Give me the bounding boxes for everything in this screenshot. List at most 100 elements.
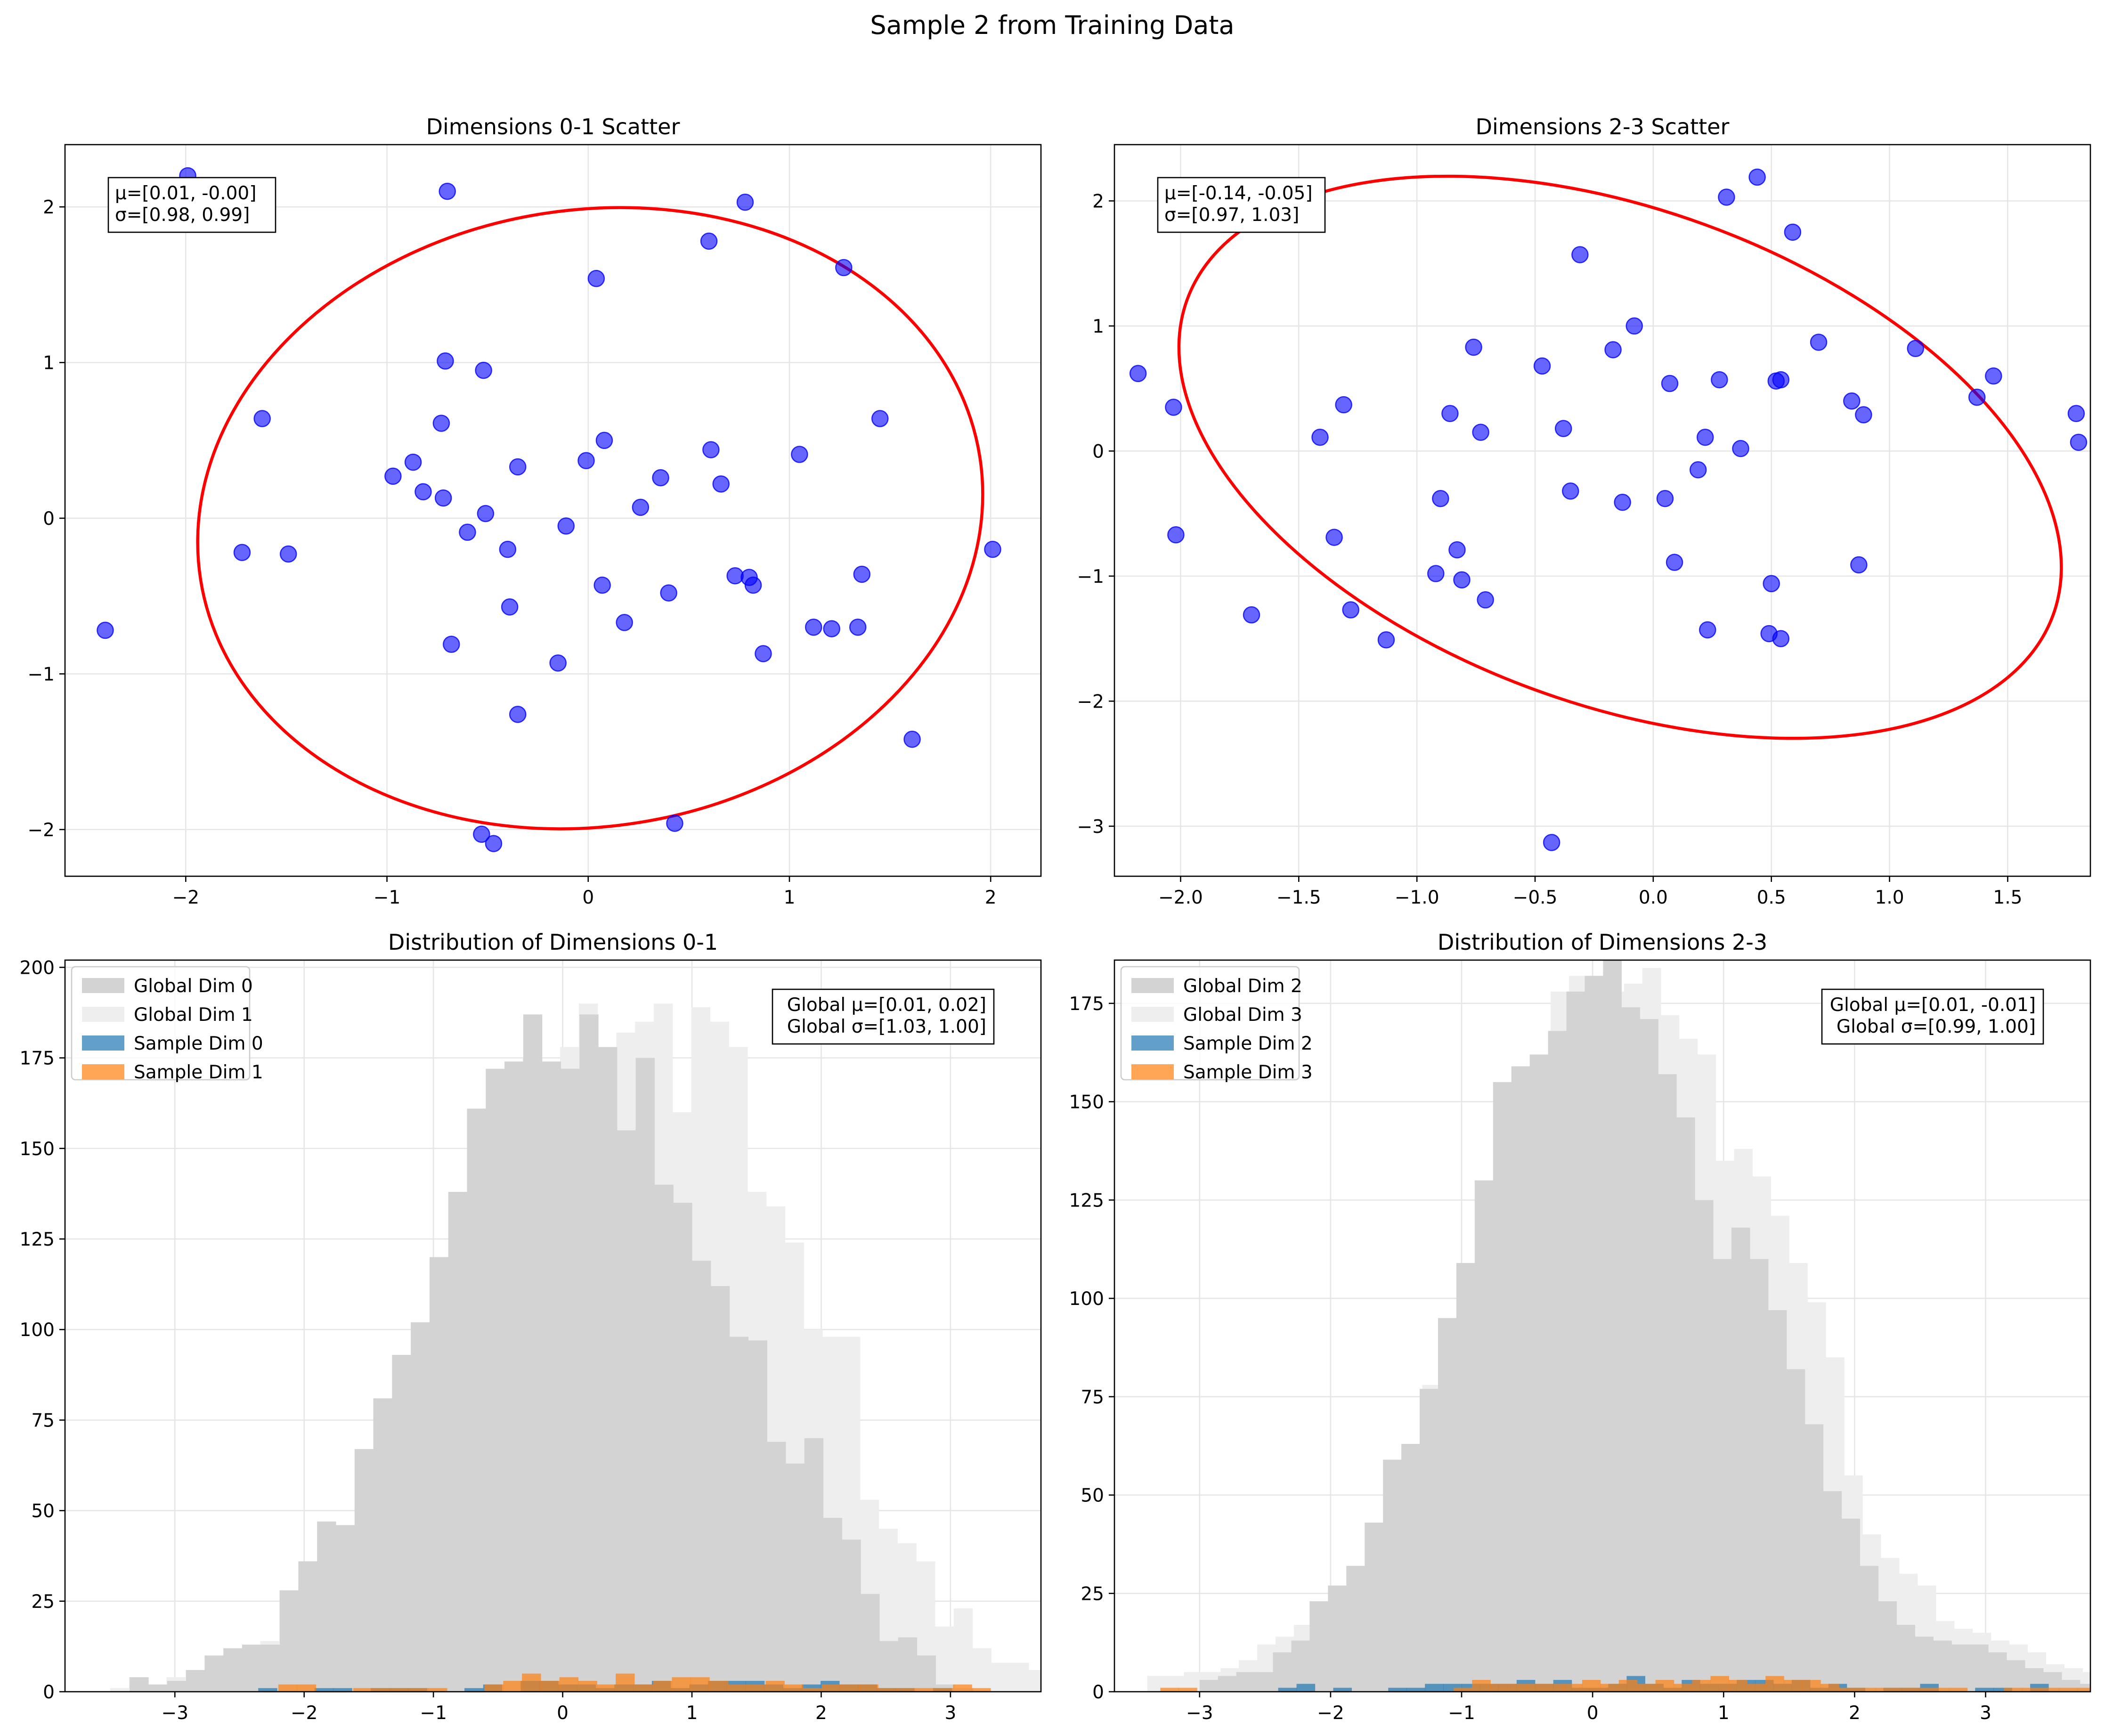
scatter-point-2-21 bbox=[1571, 246, 1589, 263]
histogram-bar-3-3-24 bbox=[728, 1684, 748, 1692]
scatter-point-1-20 bbox=[509, 706, 527, 723]
histogram-bar-3-3-37 bbox=[972, 1688, 991, 1692]
histogram-bar-3-1-39 bbox=[861, 1594, 880, 1692]
scatter-point-1-13 bbox=[459, 523, 476, 541]
histogram-bar-3-3-17 bbox=[597, 1684, 616, 1692]
x-tick-label-2-7: 1.5 bbox=[1993, 887, 2022, 908]
y-tick-label-2-3: 0 bbox=[1092, 441, 1104, 462]
histogram-bar-4-3-38 bbox=[1857, 1687, 1876, 1692]
scatter-point-1-22 bbox=[549, 654, 567, 672]
histogram-bar-3-3-23 bbox=[709, 1680, 729, 1692]
scatter-point-1-15 bbox=[475, 361, 492, 379]
histogram-bar-4-1-41 bbox=[1951, 1644, 1970, 1692]
histogram-bar-4-3-40 bbox=[1894, 1687, 1913, 1692]
histogram-bar-4-1-32 bbox=[1786, 1369, 1805, 1692]
histogram-bar-3-1-1 bbox=[148, 1684, 168, 1692]
y-tick-label-2-1: −2 bbox=[1077, 691, 1105, 712]
histogram-bar-4-1-20 bbox=[1566, 991, 1585, 1692]
subplot-title-4: Distribution of Dimensions 2-3 bbox=[1438, 929, 1767, 955]
histogram-bar-3-1-27 bbox=[635, 1058, 655, 1692]
histogram-bar-4-1-2 bbox=[1236, 1672, 1255, 1692]
histogram-bar-3-2-4 bbox=[314, 1688, 334, 1692]
scatter-point-2-6 bbox=[1335, 396, 1352, 414]
histogram-bar-4-3-41 bbox=[1912, 1687, 1931, 1692]
histogram-bar-3-0-0 bbox=[110, 1688, 130, 1692]
scatter-point-2-19 bbox=[1554, 420, 1572, 437]
y-tick-label-3-8: 200 bbox=[20, 957, 55, 978]
plot-frame-2 bbox=[1113, 144, 2091, 877]
histogram-bar-3-1-8 bbox=[279, 1590, 299, 1692]
y-tick-label-2-2: −1 bbox=[1077, 566, 1105, 587]
histogram-bar-3-1-13 bbox=[373, 1398, 392, 1692]
histogram-bar-3-1-28 bbox=[654, 1184, 674, 1692]
scatter-point-1-12 bbox=[443, 636, 460, 653]
histogram-bar-3-1-9 bbox=[298, 1561, 317, 1692]
histogram-bar-3-3-15 bbox=[559, 1677, 579, 1692]
scatter-point-1-4 bbox=[279, 545, 297, 563]
histogram-bar-3-1-11 bbox=[335, 1525, 355, 1692]
histogram-bar-3-1-32 bbox=[729, 1337, 748, 1692]
scatter-point-1-33 bbox=[700, 232, 718, 250]
histogram-bar-3-1-22 bbox=[542, 1061, 561, 1692]
x-tick-label-3-6: 3 bbox=[944, 1703, 956, 1724]
scatter-point-2-0 bbox=[1129, 365, 1147, 383]
stats-text-3-0: Global μ=[0.01, 0.02] bbox=[787, 994, 986, 1016]
histogram-bar-4-1-44 bbox=[2007, 1660, 2025, 1692]
legend-label-3-3: Sample Dim 1 bbox=[134, 1062, 263, 1083]
scatter-point-1-6 bbox=[404, 453, 422, 471]
histogram-bar-4-1-9 bbox=[1365, 1522, 1383, 1692]
scatter-point-1-37 bbox=[736, 194, 754, 211]
y-tick-label-1-1: −1 bbox=[28, 664, 55, 685]
scatter-point-2-12 bbox=[1448, 541, 1466, 559]
histogram-bar-3-3-12 bbox=[503, 1680, 522, 1692]
y-tick-label-2-5: 2 bbox=[1092, 191, 1104, 212]
legend-label-4-0: Global Dim 2 bbox=[1183, 976, 1302, 997]
scatter-point-2-24 bbox=[1625, 317, 1643, 335]
stats-text-1-1: σ=[0.98, 0.99] bbox=[115, 204, 250, 226]
scatter-point-1-30 bbox=[652, 469, 669, 487]
histogram-bar-3-3-22 bbox=[691, 1677, 710, 1692]
histogram-bar-3-1-26 bbox=[617, 1130, 636, 1692]
scatter-point-2-49 bbox=[2070, 433, 2088, 451]
x-tick-label-4-3: 0 bbox=[1587, 1703, 1599, 1724]
histogram-bar-3-1-10 bbox=[317, 1521, 336, 1692]
scatter-point-1-0 bbox=[97, 621, 114, 639]
scatter-point-2-13 bbox=[1453, 571, 1471, 589]
histogram-bar-3-0-47 bbox=[991, 1663, 1010, 1692]
histogram-bar-3-3-0 bbox=[278, 1684, 298, 1692]
scatter-point-2-23 bbox=[1614, 493, 1631, 511]
histogram-bar-3-0-48 bbox=[1010, 1663, 1029, 1692]
scatter-point-2-10 bbox=[1432, 490, 1449, 507]
scatter-point-2-40 bbox=[1784, 223, 1802, 241]
histogram-bar-3-3-26 bbox=[765, 1680, 785, 1692]
scatter-point-1-2 bbox=[233, 544, 251, 561]
y-tick-label-4-2: 50 bbox=[1081, 1485, 1104, 1507]
scatter-point-1-48 bbox=[903, 730, 921, 748]
scatter-point-1-9 bbox=[434, 489, 452, 507]
histogram-bar-3-1-34 bbox=[767, 1442, 786, 1692]
histogram-bar-4-1-18 bbox=[1529, 1054, 1549, 1692]
y-tick-label-2-0: −3 bbox=[1077, 816, 1105, 838]
scatter-point-2-41 bbox=[1810, 334, 1828, 351]
scatter-point-2-11 bbox=[1441, 405, 1459, 423]
stats-text-1-0: μ=[0.01, -0.00] bbox=[115, 183, 256, 204]
scatter-point-2-30 bbox=[1699, 621, 1716, 639]
histogram-bar-4-1-22 bbox=[1603, 960, 1622, 1692]
legend-swatch-3-3 bbox=[82, 1064, 124, 1079]
subplot-title-3: Distribution of Dimensions 0-1 bbox=[388, 929, 718, 955]
histogram-bar-4-1-39 bbox=[1915, 1637, 1934, 1692]
x-tick-label-2-4: 0.0 bbox=[1639, 887, 1668, 908]
histogram-bar-4-3-32 bbox=[1747, 1684, 1766, 1692]
x-tick-label-3-2: −1 bbox=[420, 1703, 447, 1724]
histogram-bar-4-3-22 bbox=[1563, 1684, 1583, 1692]
scatter-point-2-33 bbox=[1732, 440, 1749, 457]
histogram-bar-4-1-12 bbox=[1420, 1389, 1439, 1692]
legend-swatch-4-3 bbox=[1131, 1064, 1174, 1079]
histogram-bar-4-1-36 bbox=[1860, 1565, 1879, 1692]
histogram-bar-3-1-3 bbox=[186, 1670, 205, 1692]
legend-label-3-0: Global Dim 0 bbox=[134, 976, 253, 997]
histogram-bar-4-3-25 bbox=[1618, 1679, 1638, 1692]
scatter-point-2-47 bbox=[1985, 367, 2002, 385]
histogram-bar-3-3-5 bbox=[372, 1688, 391, 1692]
